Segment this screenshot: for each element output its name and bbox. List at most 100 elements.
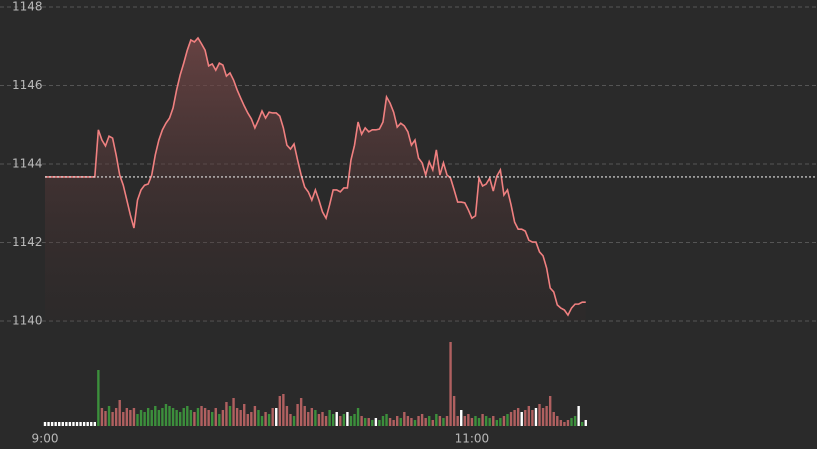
volume-bar <box>47 422 50 426</box>
volume-bar <box>509 412 513 426</box>
volume-bar <box>196 408 200 426</box>
volume-bar <box>278 396 282 426</box>
volume-bar <box>495 420 499 426</box>
volume-bar <box>225 402 228 426</box>
volume-bar <box>424 418 427 426</box>
volume-bar <box>253 406 257 426</box>
volume-bar <box>271 408 274 426</box>
volume-bar <box>548 396 552 426</box>
volume-bar <box>392 420 395 426</box>
volume-bar <box>342 414 346 426</box>
volume-bar <box>531 410 534 426</box>
volume-bar <box>420 414 424 426</box>
volume-bar <box>104 411 107 426</box>
volume-bar <box>317 414 321 426</box>
volume-bar <box>381 416 385 426</box>
volume-bar <box>285 406 289 426</box>
volume-bar <box>538 404 541 426</box>
volume-bar <box>257 410 260 426</box>
volume-bar <box>566 420 570 426</box>
volume-bar <box>506 414 509 426</box>
volume-bar <box>367 418 370 426</box>
volume-bar <box>328 410 331 426</box>
volume-bar <box>378 420 381 426</box>
volume-bar <box>502 416 506 426</box>
volume-bar <box>396 416 399 426</box>
volume-bar <box>541 408 545 426</box>
x-tick-label: 9:00 <box>32 432 59 446</box>
volume-bar <box>186 406 189 426</box>
x-tick-label: 11:00 <box>455 432 490 446</box>
volume-bar <box>129 410 132 426</box>
volume-bar <box>307 412 310 426</box>
volume-bar <box>299 398 303 426</box>
volume-bar <box>438 416 442 426</box>
y-tick-label: 1148 <box>12 0 43 14</box>
volume-bar <box>58 422 61 426</box>
volume-bar <box>460 410 463 426</box>
volume-bar <box>218 414 221 426</box>
volume-bar <box>403 412 406 426</box>
volume-bar <box>239 410 242 426</box>
volume-bar <box>50 422 54 426</box>
volume-bar <box>72 422 75 426</box>
price-area <box>45 38 586 321</box>
volume-bar <box>93 422 97 426</box>
y-tick-label: 1146 <box>12 78 43 92</box>
price-line <box>45 36 586 317</box>
volume-bar <box>289 414 292 426</box>
volume-bar <box>182 408 185 426</box>
volume-bar <box>353 414 356 426</box>
volume-bar <box>243 404 246 426</box>
volume-bar <box>211 412 214 426</box>
volume-bar <box>339 416 342 426</box>
volume-bar <box>488 418 491 426</box>
volume-bar <box>232 398 235 426</box>
volume-bar <box>456 416 459 426</box>
volume-bar <box>356 408 360 426</box>
volume-bar <box>189 410 193 426</box>
volume-bar <box>527 406 531 426</box>
volume-bar <box>385 414 388 426</box>
volume-bar <box>164 404 168 426</box>
volume-bar <box>275 408 278 426</box>
volume-bar <box>577 406 580 426</box>
volume-bar <box>125 408 129 426</box>
volume-bar <box>470 418 474 426</box>
volume-bar <box>388 418 392 426</box>
volume-bar <box>499 418 502 426</box>
volume-bar <box>449 342 452 426</box>
volume-bar <box>346 412 349 426</box>
volume-bar <box>417 416 420 426</box>
volume-bar <box>200 406 203 426</box>
volume-bar <box>264 412 267 426</box>
volume-bar <box>75 422 79 426</box>
volume-bar <box>428 416 431 426</box>
volume-bar <box>68 422 72 426</box>
y-tick-label: 1144 <box>12 157 43 171</box>
volume-bar <box>193 412 196 426</box>
volume-bar <box>79 422 82 426</box>
volume-bar <box>303 406 306 426</box>
volume-bar <box>132 408 136 426</box>
volume-bar <box>559 420 563 426</box>
volume-bar <box>250 412 253 426</box>
volume-bar <box>65 422 68 426</box>
volume-bar <box>580 422 584 426</box>
volume-bar <box>431 420 434 426</box>
volume-bar <box>260 416 264 426</box>
volume-bar <box>175 410 178 426</box>
volume-bar <box>513 410 516 426</box>
volume-bar <box>100 408 104 426</box>
volume-bar <box>374 418 378 426</box>
volume-bar <box>452 396 456 426</box>
volume-bar <box>114 408 118 426</box>
volume-bar <box>360 416 363 426</box>
volume-bar <box>314 410 317 426</box>
volume-bar <box>43 422 47 426</box>
volume-bar <box>157 410 161 426</box>
volume-bar <box>82 422 86 426</box>
volume-bar <box>111 412 114 426</box>
volume-bar <box>171 408 175 426</box>
volume-bar <box>207 410 210 426</box>
